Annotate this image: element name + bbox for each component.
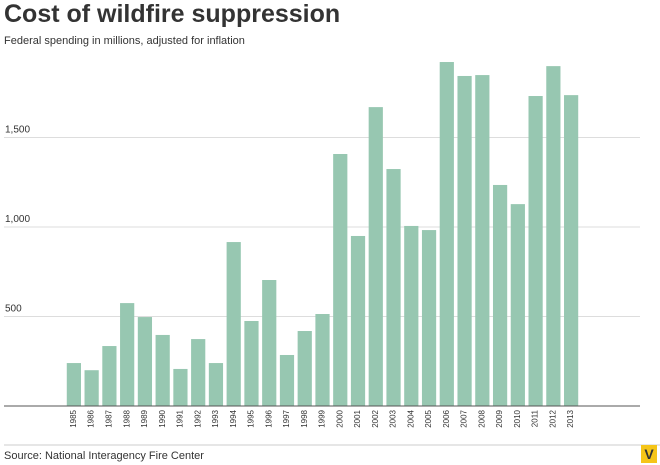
bar	[439, 62, 454, 406]
x-tick-label: 1996	[264, 409, 273, 427]
bar	[386, 169, 401, 406]
bar	[333, 154, 348, 406]
bar	[492, 184, 508, 406]
x-tick-label: 1989	[140, 409, 149, 427]
bar	[102, 346, 117, 406]
bar	[208, 363, 224, 406]
x-tick-label: 2001	[353, 409, 362, 427]
y-tick-label: 1,500	[5, 125, 30, 136]
x-tick-label: 2013	[566, 409, 575, 427]
x-tick-label: 1994	[229, 409, 238, 427]
x-tick-label: 2005	[424, 409, 433, 427]
bar	[173, 368, 188, 406]
bar	[279, 354, 295, 406]
source: Source: National Interagency Fire Center	[4, 450, 204, 462]
bar	[404, 225, 419, 406]
logo: V	[644, 446, 654, 462]
x-tick-label: 2009	[495, 409, 504, 427]
bar	[137, 317, 153, 406]
bar	[368, 107, 383, 406]
bar	[66, 363, 81, 406]
x-tick-label: 2000	[335, 409, 344, 427]
chart-subtitle: Federal spending in millions, adjusted f…	[4, 35, 245, 47]
bar	[297, 331, 312, 406]
bar	[510, 204, 525, 406]
x-tick-label: 1985	[69, 409, 78, 427]
x-tick-label: 2002	[371, 409, 380, 427]
x-tick-label: 2010	[513, 409, 522, 427]
bar	[564, 95, 579, 407]
x-tick-label: 2004	[406, 409, 415, 427]
x-tick-label: 1999	[318, 409, 327, 427]
x-tick-label: 2011	[531, 409, 540, 427]
bar	[350, 235, 366, 406]
x-tick-label: 1998	[300, 409, 309, 427]
y-tick-label: 1,000	[5, 214, 30, 225]
bar	[475, 75, 490, 406]
x-tick-label: 1997	[282, 409, 291, 427]
bar	[244, 320, 259, 406]
x-tick-label: 1988	[122, 409, 131, 427]
x-tick-label: 2012	[548, 409, 557, 427]
bar	[84, 370, 99, 406]
x-tick-label: 1995	[247, 409, 256, 427]
x-tick-label: 1986	[87, 409, 96, 427]
x-tick-label: 2006	[442, 409, 451, 427]
x-tick-label: 2003	[389, 409, 398, 427]
bar	[226, 242, 241, 406]
x-tick-label: 1992	[193, 409, 202, 427]
chart-title: Cost of wildfire suppression	[4, 0, 340, 28]
bar	[546, 66, 561, 407]
x-tick-label: 1991	[176, 409, 185, 427]
x-tick-label: 2008	[477, 409, 486, 427]
bar	[457, 75, 472, 406]
bar	[191, 339, 206, 406]
x-tick-label: 1993	[211, 409, 220, 427]
logo-box	[641, 445, 657, 463]
bar	[315, 314, 330, 406]
bar	[421, 230, 437, 406]
bar	[155, 334, 170, 406]
bar	[262, 280, 277, 406]
x-tick-label: 2007	[460, 409, 469, 427]
bar	[528, 96, 543, 406]
x-tick-label: 1987	[105, 409, 114, 427]
bar	[120, 303, 135, 406]
x-tick-label: 1990	[158, 409, 167, 427]
y-tick-label: 500	[5, 304, 22, 315]
